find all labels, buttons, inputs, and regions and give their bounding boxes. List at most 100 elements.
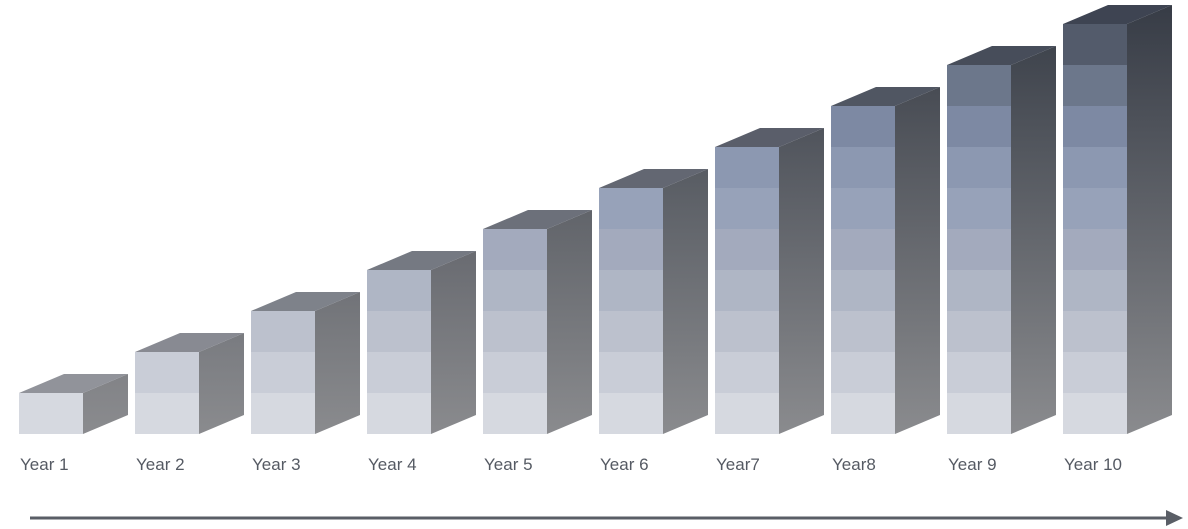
bar-segment — [251, 311, 315, 352]
bar-segment — [367, 393, 431, 434]
tick-labels-group: Year 1 Year 2 Year 3 Year 4 Year 5 Year 6 Year… — [20, 455, 1122, 474]
bar-side-face — [1011, 46, 1056, 434]
bar-segment — [715, 352, 779, 393]
bar-segment — [831, 188, 895, 229]
bar-side-face — [779, 128, 824, 434]
bar-segment — [715, 229, 779, 270]
bar-segment — [251, 352, 315, 393]
bar-segment — [715, 393, 779, 434]
bar-segment — [1063, 352, 1127, 393]
bar-7 — [715, 128, 824, 434]
bar-side-face — [315, 292, 360, 434]
bar-segment — [1063, 311, 1127, 352]
bar-6 — [599, 169, 708, 434]
bar-segment — [483, 352, 547, 393]
bar-top-face — [831, 87, 940, 106]
bar-segment — [1063, 147, 1127, 188]
bar-segment — [831, 147, 895, 188]
bar-side-face — [431, 251, 476, 434]
bar-top-face — [251, 292, 360, 311]
bar-side-face — [199, 333, 244, 434]
bar-segment — [483, 270, 547, 311]
bar-segment — [483, 229, 547, 270]
bar-segment — [599, 393, 663, 434]
bar-segment — [1063, 393, 1127, 434]
bar-2 — [135, 333, 244, 434]
bar-segment — [831, 229, 895, 270]
bar-segment — [1063, 229, 1127, 270]
bar-segment — [599, 270, 663, 311]
bar-top-face — [483, 210, 592, 229]
bar-side-face — [663, 169, 708, 434]
tick-label: Year 2 — [136, 455, 185, 474]
bar-segment — [1063, 188, 1127, 229]
bar-top-face — [599, 169, 708, 188]
bar-segment — [599, 311, 663, 352]
bar-segment — [715, 270, 779, 311]
x-axis-arrowhead — [1166, 510, 1183, 526]
bar-segment — [599, 188, 663, 229]
bar-segment — [831, 352, 895, 393]
tick-label: Year7 — [716, 455, 760, 474]
bar-4 — [367, 251, 476, 434]
tick-label: Year 6 — [600, 455, 649, 474]
bar-side-face — [1127, 5, 1172, 434]
bar-segment — [19, 393, 83, 434]
bar-top-face — [947, 46, 1056, 65]
bar-8 — [831, 87, 940, 434]
bar-segment — [715, 147, 779, 188]
tick-label: Year 4 — [368, 455, 417, 474]
tick-label: Year 9 — [948, 455, 997, 474]
bar-segment — [947, 106, 1011, 147]
bar-top-face — [19, 374, 128, 393]
bar-segment — [1063, 106, 1127, 147]
bars-group — [19, 5, 1172, 434]
bar-segment — [947, 311, 1011, 352]
bar-segment — [1063, 270, 1127, 311]
bar-9 — [947, 46, 1056, 434]
bar-segment — [599, 229, 663, 270]
bar-top-face — [367, 251, 476, 270]
bar-segment — [1063, 65, 1127, 106]
bar-segment — [947, 229, 1011, 270]
bar-10 — [1063, 5, 1172, 434]
bar-side-face — [895, 87, 940, 434]
bar-segment — [135, 352, 199, 393]
bar-segment — [251, 393, 315, 434]
bar-segment — [831, 270, 895, 311]
tick-label: Year 3 — [252, 455, 301, 474]
bar-segment — [483, 393, 547, 434]
tick-label: Year 1 — [20, 455, 69, 474]
bar-segment — [715, 311, 779, 352]
bar-segment — [367, 311, 431, 352]
tick-label: Year 5 — [484, 455, 533, 474]
tick-label: Year 10 — [1064, 455, 1122, 474]
bar-segment — [483, 311, 547, 352]
bar-segment — [715, 188, 779, 229]
bar-segment — [947, 352, 1011, 393]
bar-segment — [831, 311, 895, 352]
bar-segment — [947, 188, 1011, 229]
bar-top-face — [135, 333, 244, 352]
bar-side-face — [547, 210, 592, 434]
bar-segment — [947, 270, 1011, 311]
bar-3 — [251, 292, 360, 434]
bar-segment — [831, 106, 895, 147]
bar-segment — [947, 393, 1011, 434]
bar-segment — [947, 147, 1011, 188]
bar-1 — [19, 374, 128, 434]
tick-label: Year8 — [832, 455, 876, 474]
axis-arrow-group — [30, 510, 1183, 526]
bar-side-face — [83, 374, 128, 434]
bar-segment — [947, 65, 1011, 106]
bar-segment — [831, 393, 895, 434]
bar-top-face — [1063, 5, 1172, 24]
bar-segment — [1063, 24, 1127, 65]
bar-segment — [367, 270, 431, 311]
bar-segment — [367, 352, 431, 393]
bar-segment — [599, 352, 663, 393]
bar-segment — [135, 393, 199, 434]
bar-5 — [483, 210, 592, 434]
bar-top-face — [715, 128, 824, 147]
